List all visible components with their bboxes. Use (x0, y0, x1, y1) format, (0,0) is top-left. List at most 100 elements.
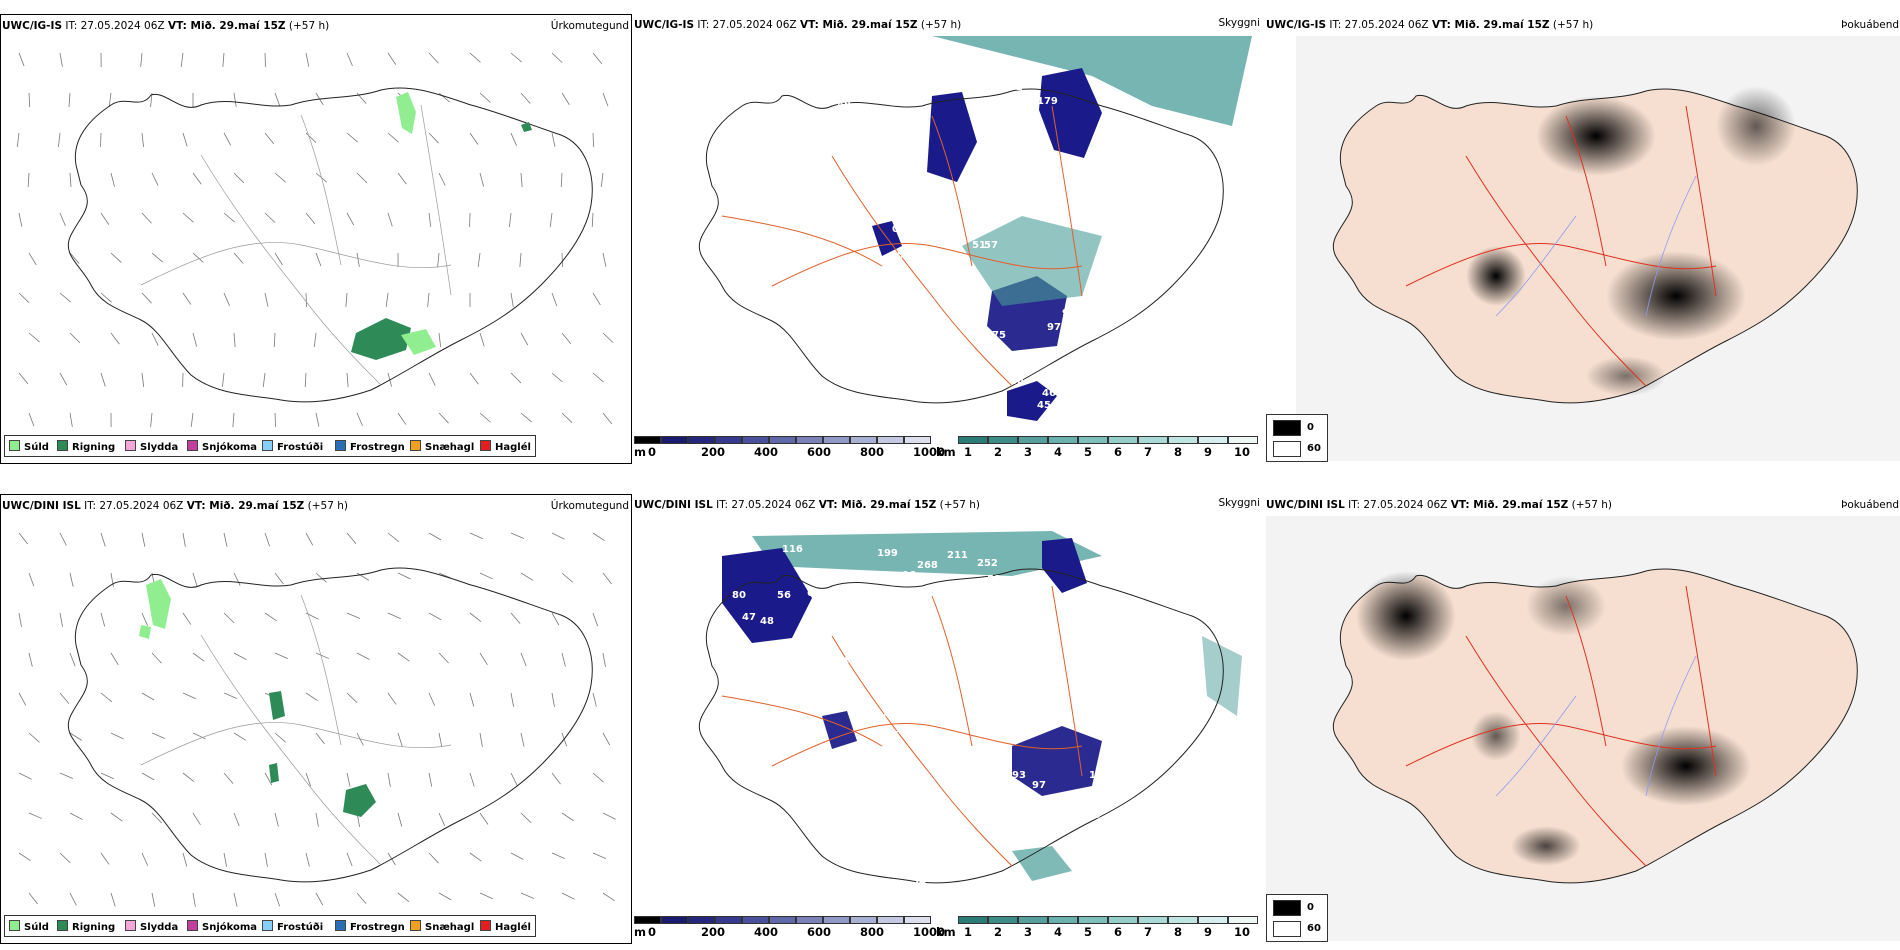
wind-barb (69, 732, 83, 741)
cloud-base-label: 80 (732, 590, 746, 601)
cloud-base-label: 46 (1042, 388, 1056, 399)
wind-barb (602, 572, 612, 585)
vis-tick-label: 3 (1024, 445, 1033, 459)
vis-colorbar-cell (988, 916, 1018, 924)
height-colorbar-cell (634, 916, 661, 924)
wind-barb (315, 412, 320, 427)
wind-barb (141, 532, 146, 547)
wind-barb (110, 812, 123, 822)
wind-barb (592, 52, 603, 65)
wind-barb (346, 52, 353, 67)
model-name: UWC/IG-IS (634, 19, 695, 31)
cloud-base-label: 60 (847, 642, 861, 653)
vis-tick-label: 6 (1114, 925, 1123, 939)
wind-barb (223, 772, 234, 784)
panel-title-cloud: Skyggni (1218, 497, 1261, 509)
wind-barb (141, 212, 152, 224)
road-network (1405, 105, 1717, 387)
cloud-base-label: 70 (882, 708, 896, 719)
wind-barb (510, 52, 522, 63)
wind-barb (510, 532, 525, 539)
fog-swatch-light (1273, 441, 1301, 457)
height-colorbar-cell (688, 916, 715, 924)
river-network (1495, 175, 1697, 317)
wind-barb (346, 372, 349, 387)
wind-barb (100, 532, 106, 547)
wind-barb (182, 692, 196, 700)
wind-barb (182, 132, 188, 147)
wind-barb (438, 812, 446, 826)
vis-colorbar-cell (1108, 436, 1138, 444)
wind-barb (18, 612, 22, 627)
wind-barb (233, 652, 247, 660)
model-name: UWC/DINI ISL (1266, 499, 1345, 511)
legend-haglel: Haglél (480, 920, 531, 933)
model-name: UWC/DINI ISL (2, 500, 81, 512)
wind-barb (437, 252, 440, 267)
valid-time: VT: Mið. 29.maí 15Z (1431, 19, 1550, 31)
model-name: UWC/DINI ISL (634, 499, 713, 511)
cloud-base-label: 46 (1010, 376, 1024, 387)
wind-barb (192, 172, 202, 185)
fog-label-light: 60 (1307, 923, 1321, 934)
cloud-base-label: 48 (760, 616, 774, 627)
wind-barb (150, 92, 153, 107)
wind-barb (469, 852, 482, 862)
lead-time: (+57 h) (288, 20, 330, 32)
fog-legend-top: 0 60 (1266, 414, 1328, 462)
wind-barb (356, 572, 370, 581)
vis-colorbar-cell (1078, 916, 1108, 924)
legend-snjokoma: Snjókoma (187, 920, 257, 933)
wind-barb (520, 732, 525, 747)
fog-label-dark: 0 (1307, 902, 1314, 913)
wind-barb (264, 212, 276, 223)
wind-barb (510, 772, 518, 786)
wind-barb (600, 172, 604, 187)
vis-colorbar-cell (1168, 436, 1198, 444)
cloud-base-label: 29 (937, 290, 951, 301)
wind-barb (602, 252, 607, 267)
wind-barb (551, 52, 563, 63)
wind-barb (264, 612, 277, 622)
height-colorbar-cell (877, 436, 904, 444)
wind-barb (551, 532, 565, 540)
legend-suld: Súld (9, 440, 49, 453)
wind-barb (602, 892, 615, 902)
wind-barb (313, 332, 317, 347)
wind-barb (180, 52, 184, 67)
cloud-base-label: 97 (1032, 780, 1046, 791)
legend-label: Súld (24, 442, 49, 453)
fog-legend-bottom: 0 60 (1266, 894, 1328, 942)
precip-areas (139, 579, 376, 817)
cloud-base-label: 45 (1037, 400, 1051, 411)
wind-barb (510, 132, 517, 146)
wind-barb (69, 332, 81, 344)
wind-barb (469, 52, 481, 63)
wind-barb (561, 572, 573, 583)
vis-tick-label: 10 (1234, 925, 1251, 939)
wind-barb (602, 652, 606, 667)
wind-barb (561, 812, 574, 822)
wind-barb (346, 532, 357, 544)
vis-unit: km (936, 925, 956, 939)
wind-barb (428, 772, 433, 787)
cloud-base-label: 431 (942, 72, 963, 83)
precip-header-bottom: UWC/DINI ISL IT: 27.05.2024 06Z VT: Mið.… (2, 500, 348, 513)
legend-snjokoma: Snjókoma (187, 440, 257, 453)
iceland-outline (67, 567, 593, 883)
wind-barb (233, 332, 236, 347)
wind-barb (59, 772, 74, 779)
legend-rigning: Rigning (57, 440, 115, 453)
wind-barb (592, 692, 597, 707)
fog-header-top: UWC/IG-IS IT: 27.05.2024 06Z VT: Mið. 29… (1266, 19, 1593, 32)
cloud-base-label: 268 (917, 560, 938, 571)
wind-barb (223, 132, 232, 146)
wind-barb (510, 692, 514, 707)
wind-barb (592, 132, 594, 148)
wind-barb (18, 52, 25, 67)
height-unit: m (634, 445, 646, 459)
cloud-base-label: 42 (857, 774, 871, 785)
cloud-base-label: 86 (872, 144, 886, 155)
wind-barb (561, 92, 570, 106)
wind-barb (346, 692, 358, 703)
